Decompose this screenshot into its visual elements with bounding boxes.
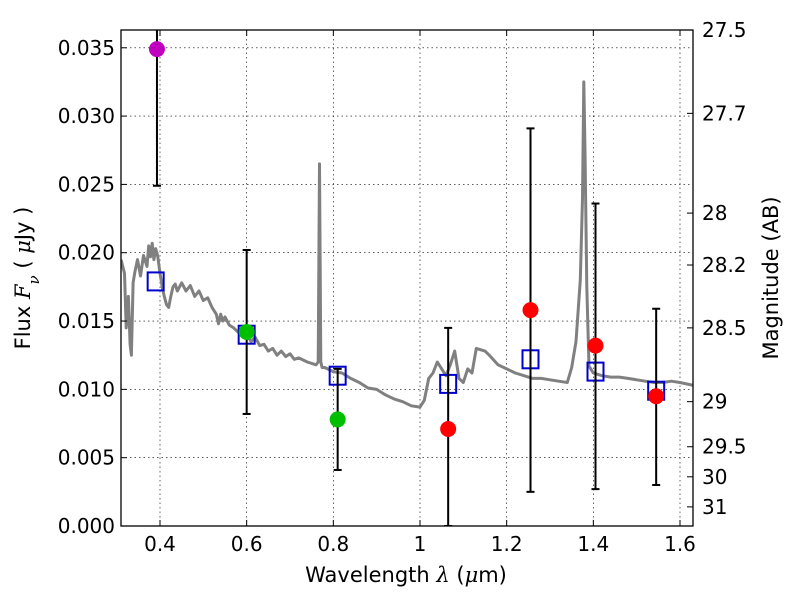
y2-tick-label: 30 (702, 465, 727, 489)
y2-tick-label: 28 (702, 201, 727, 225)
observed-flux-points (148, 41, 665, 437)
y-tick-label: 0.005 (58, 446, 115, 470)
y2-axis-ticks: 27.5 27.7 28 28.2 28.5 29 29.5 30 31 (687, 18, 747, 519)
y-axis-label: Flux Fν ( μJy ) (11, 207, 43, 350)
y-tick-label: 0.030 (58, 104, 115, 128)
x-tick-label: 0.4 (144, 532, 176, 556)
y-tick-label: 0.015 (58, 309, 115, 333)
y2-axis-label: Magnitude (AB) (759, 196, 783, 359)
model-photometry-square (146, 271, 165, 292)
x-axis-ticks: 0.4 0.6 0.8 1 1.2 1.4 1.6 (144, 30, 696, 556)
y2-tick-label: 27.7 (702, 101, 747, 125)
y-tick-label: 0.020 (58, 241, 115, 265)
y-axis-ticks: 0.000 0.005 0.010 0.015 0.020 0.025 0.030 0.035 (58, 36, 127, 538)
x-tick-label: 0.6 (231, 532, 263, 556)
y2-tick-label: 28.5 (702, 316, 747, 340)
y2-tick-label: 29.5 (702, 435, 747, 459)
y2-tick-label: 27.5 (702, 18, 747, 42)
x-tick-label: 1.4 (577, 532, 609, 556)
y-tick-label: 0.035 (58, 36, 115, 60)
y2-tick-label: 28.2 (702, 253, 747, 277)
x-tick-label: 0.8 (317, 532, 349, 556)
observed-flux-point (522, 302, 539, 319)
observed-flux-point (648, 388, 665, 405)
model-sed-line-group (121, 80, 693, 409)
y-tick-label: 0.010 (58, 377, 115, 401)
x-tick-label: 1.6 (664, 532, 696, 556)
y2-tick-label: 31 (702, 495, 727, 519)
y-tick-label: 0.025 (58, 172, 115, 196)
observed-flux-point (587, 337, 604, 354)
x-tick-label: 1 (414, 532, 427, 556)
x-axis-label: Wavelength λ (μm) (305, 563, 507, 587)
y2-tick-label: 29 (702, 390, 727, 414)
observed-flux-point (329, 411, 346, 428)
observed-flux-point (148, 41, 165, 58)
x-tick-label: 1.2 (491, 532, 523, 556)
observed-flux-point (238, 323, 255, 340)
model-sed-line (121, 80, 693, 409)
y-tick-label: 0.000 (58, 514, 115, 538)
plot-frame (120, 29, 694, 527)
observed-flux-point (440, 420, 457, 437)
